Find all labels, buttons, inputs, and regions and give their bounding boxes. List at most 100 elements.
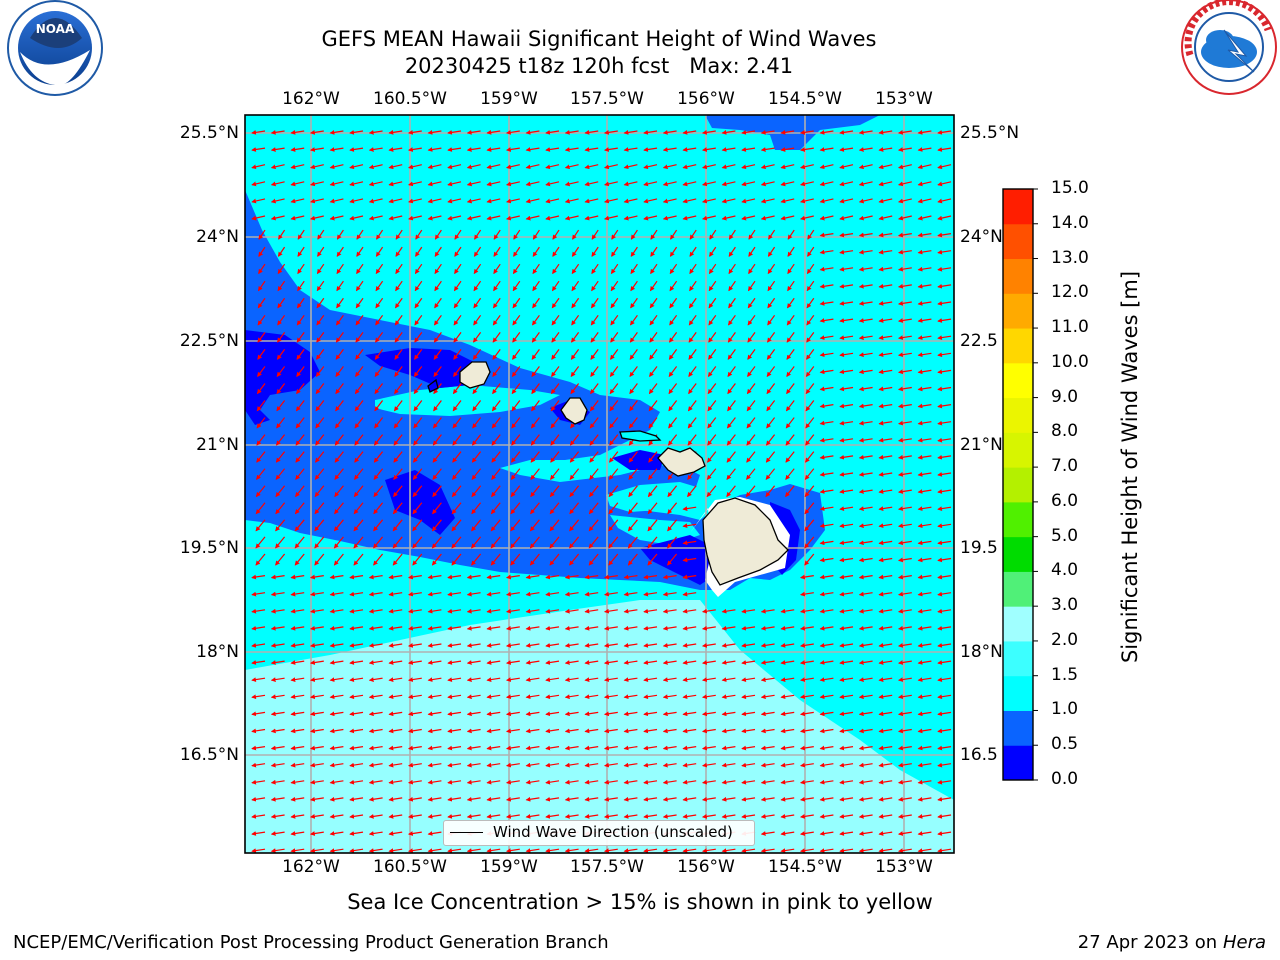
- wave-direction-arrow: [609, 417, 619, 429]
- wave-direction-arrow: [611, 229, 619, 240]
- wave-direction-arrow: [878, 489, 893, 494]
- wave-direction-arrow: [708, 263, 717, 275]
- wave-direction-arrow: [511, 451, 521, 463]
- colorbar-tick-label: 7.0: [1051, 456, 1079, 477]
- lat-tick-right: 19.5: [960, 538, 998, 558]
- wave-direction-arrow: [336, 297, 344, 309]
- wave-direction-arrow: [473, 297, 482, 309]
- wave-direction-arrow: [937, 164, 952, 170]
- wave-direction-arrow: [819, 472, 834, 477]
- chart-title: GEFS MEAN Hawaii Significant Height of W…: [321, 27, 877, 51]
- wave-direction-arrow: [258, 263, 266, 275]
- wave-direction-arrow: [937, 489, 952, 494]
- colorbar-segment: [1003, 258, 1033, 294]
- wave-direction-arrow: [589, 468, 599, 480]
- wave-direction-arrow: [785, 485, 795, 498]
- wave-direction-arrow: [251, 181, 266, 187]
- wave-direction-arrow: [329, 181, 344, 187]
- wave-direction-arrow: [413, 383, 423, 395]
- wave-direction-arrow: [898, 215, 912, 221]
- wave-direction-arrow: [375, 246, 384, 257]
- lon-tick-top: 159°W: [480, 89, 538, 109]
- wave-direction-arrow: [511, 366, 521, 378]
- wave-direction-arrow: [669, 263, 678, 275]
- wave-direction-arrow: [295, 434, 305, 446]
- wave-direction-arrow: [432, 434, 442, 446]
- wave-direction-arrow: [368, 198, 383, 204]
- map-legend: Wind Wave Direction (unscaled): [443, 820, 755, 846]
- wave-direction-arrow: [643, 215, 658, 221]
- wave-direction-arrow: [296, 383, 305, 395]
- wave-direction-arrow: [375, 263, 384, 275]
- wave-direction-arrow: [473, 280, 482, 292]
- wave-direction-arrow: [643, 198, 658, 204]
- wave-direction-arrow: [432, 485, 442, 498]
- wave-direction-arrow: [682, 198, 697, 204]
- wave-direction-arrow: [787, 263, 795, 275]
- wave-direction-arrow: [650, 229, 658, 240]
- wave-direction-arrow: [251, 147, 266, 152]
- wave-direction-arrow: [354, 434, 364, 446]
- svg-text:NOAA: NOAA: [36, 22, 75, 36]
- wave-direction-arrow: [251, 130, 266, 135]
- wave-direction-arrow: [746, 383, 756, 395]
- wave-direction-arrow: [394, 331, 403, 343]
- colorbar-tick-label: 1.5: [1051, 664, 1079, 685]
- wave-direction-arrow: [786, 366, 795, 378]
- wave-direction-arrow: [682, 215, 697, 221]
- wave-direction-arrow: [785, 468, 795, 480]
- wave-direction-arrow: [315, 366, 325, 378]
- wave-direction-arrow: [917, 386, 932, 392]
- wave-direction-arrow: [662, 164, 677, 170]
- wave-direction-arrow: [898, 301, 912, 306]
- wave-direction-arrow: [590, 331, 599, 343]
- wave-direction-arrow: [806, 314, 815, 326]
- wave-direction-arrow: [336, 229, 344, 240]
- wave-direction-arrow: [314, 502, 325, 515]
- wave-direction-arrow: [453, 349, 462, 360]
- wave-direction-arrow: [316, 331, 325, 343]
- wave-direction-arrow: [492, 297, 501, 309]
- wave-direction-arrow: [726, 417, 736, 429]
- wave-direction-arrow: [878, 164, 893, 170]
- wave-direction-arrow: [629, 400, 638, 412]
- wave-direction-arrow: [647, 519, 658, 532]
- wave-direction-arrow: [805, 417, 815, 429]
- wave-direction-arrow: [668, 434, 678, 446]
- footer-date-text: 27 Apr 2023 on: [1077, 932, 1223, 953]
- wave-direction-arrow: [511, 434, 521, 446]
- wave-direction-arrow: [491, 400, 501, 412]
- wave-direction-arrow: [512, 280, 521, 292]
- lon-tick-top: 157.5°W: [570, 89, 644, 109]
- wave-direction-arrow: [819, 454, 834, 460]
- wave-direction-arrow: [898, 249, 912, 255]
- wave-direction-arrow: [506, 147, 520, 152]
- wave-direction-arrow: [708, 314, 717, 326]
- wave-direction-arrow: [623, 181, 638, 187]
- wave-direction-arrow: [806, 331, 815, 343]
- wave-direction-arrow: [257, 297, 266, 309]
- wave-direction-arrow: [590, 366, 599, 378]
- wave-direction-arrow: [310, 147, 324, 152]
- wave-direction-arrow: [721, 147, 736, 152]
- wave-direction-arrow: [748, 229, 756, 240]
- wave-direction-arrow: [275, 536, 286, 549]
- wave-direction-arrow: [290, 164, 305, 170]
- wave-direction-arrow: [780, 198, 795, 204]
- wave-direction-arrow: [787, 280, 795, 292]
- wave-direction-arrow: [608, 519, 619, 532]
- wave-direction-arrow: [529, 519, 540, 532]
- wave-direction-arrow: [721, 198, 736, 204]
- wave-direction-arrow: [702, 164, 716, 170]
- wave-direction-arrow: [858, 318, 873, 323]
- colorbar-segment: [1003, 501, 1033, 538]
- wave-direction-arrow: [432, 417, 442, 429]
- wave-direction-arrow: [552, 246, 560, 257]
- wave-direction-arrow: [314, 536, 325, 549]
- wave-direction-arrow: [275, 468, 286, 480]
- wave-direction-arrow: [571, 246, 580, 257]
- wave-direction-arrow: [747, 314, 756, 326]
- wave-direction-arrow: [354, 468, 364, 480]
- colorbar-tick-label: 8.0: [1051, 421, 1079, 442]
- wave-direction-arrow: [767, 297, 776, 309]
